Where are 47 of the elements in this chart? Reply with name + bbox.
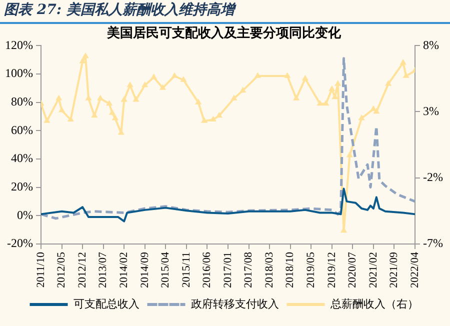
y-tick-label: 80%: [10, 94, 33, 108]
x-tick-label: 2013/07: [97, 251, 110, 288]
point: [216, 112, 222, 118]
chart-title: 图表 27: 美国私人薪酬收入维持高增: [0, 0, 450, 24]
y2-tick-label: -2%: [423, 170, 444, 184]
chart-subtitle: 美国居民可支配收入及主要分项同比变化: [106, 25, 342, 40]
x-tick-label: 2021/09: [388, 251, 400, 288]
point: [127, 82, 133, 88]
point: [210, 116, 216, 122]
y-tick-label: 0%: [16, 208, 33, 222]
y2-tick-label: -7%: [423, 236, 444, 250]
y-tick-label: 100%: [4, 66, 33, 80]
x-tick-label: 2019/05: [305, 251, 318, 288]
point: [317, 100, 323, 106]
y-tick-label: -20%: [6, 236, 33, 250]
y-tick-label: 20%: [10, 179, 33, 194]
x-tick-label: 2012/12: [76, 252, 88, 288]
x-tick-label: 2022/04: [408, 251, 421, 288]
legend-label: 可支配总收入: [73, 297, 140, 310]
y-tick-label: 40%: [10, 151, 33, 166]
x-tick-label: 2011/10: [34, 251, 47, 288]
y2-tick-label: 8%: [423, 38, 440, 52]
x-tick-label: 2021/02: [367, 252, 380, 288]
point: [302, 76, 308, 81]
x-tick-label: 2012/05: [56, 251, 68, 288]
x-tick-label: 2017/01: [222, 252, 234, 288]
y-tick-label: 120%: [4, 38, 33, 52]
point: [329, 86, 334, 92]
point: [86, 96, 92, 100]
x-tick-label: 2018/03: [263, 251, 276, 288]
x-tick-label: 2019/12: [326, 252, 338, 288]
x-tick-label: 2015/11: [180, 252, 192, 288]
x-tick-label: 2014/09: [138, 251, 151, 288]
point: [82, 53, 88, 58]
point: [68, 116, 74, 122]
point: [323, 100, 329, 106]
x-tick-label: 2020/07: [346, 251, 359, 288]
x-tick-label: 2015/04: [160, 251, 172, 288]
point: [106, 100, 112, 106]
x-tick-label: 2016/06: [201, 251, 214, 288]
legend-label: 政府转移支付收入: [190, 297, 279, 310]
y-tick-label: 60%: [10, 122, 33, 137]
y2-tick-label: 3%: [423, 104, 440, 118]
x-tick-label: 2014/02: [118, 252, 130, 288]
legend-label: 总薪酬收入（右）: [329, 297, 418, 310]
x-tick-label: 2018/10: [284, 251, 296, 288]
x-tick-label: 2017/08: [242, 251, 255, 288]
